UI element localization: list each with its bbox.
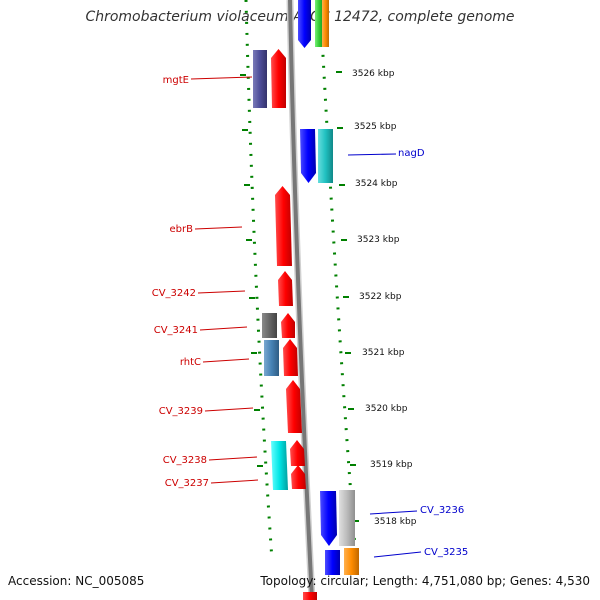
tick-label-3519: 3519 kbp (370, 460, 413, 470)
gene-label-CV_3241[interactable]: CV_3241 (154, 325, 198, 336)
right-dotted-track (318, 0, 358, 561)
gene-label-CV_3238[interactable]: CV_3238 (163, 455, 207, 466)
gene-block-orange[interactable] (344, 548, 359, 575)
gene-block-steelblue[interactable] (264, 340, 279, 376)
gene-label-CV_3239[interactable]: CV_3239 (159, 406, 203, 417)
gene-label-CV_3236[interactable]: CV_3236 (420, 505, 464, 516)
gene-block-slate-mgtE[interactable] (253, 50, 267, 108)
gene-arrow-forward-rhtC[interactable] (283, 339, 298, 376)
gene-block-green[interactable] (315, 0, 323, 47)
gene-arrow-forward-mgtE[interactable] (271, 49, 286, 108)
backbone-line (288, 0, 314, 600)
tick-label-3525: 3525 kbp (354, 122, 397, 132)
tick-label-3520: 3520 kbp (365, 404, 408, 414)
gene-arrow-forward-CV_3238[interactable] (290, 440, 305, 466)
gene-block-orange[interactable] (322, 0, 329, 47)
reverse-strand-features (298, 0, 359, 575)
tick-label-3521: 3521 kbp (362, 348, 405, 358)
gene-arrow-reverse[interactable] (300, 129, 316, 183)
gene-label-nagD[interactable]: nagD (398, 148, 425, 159)
gene-arrow-forward[interactable] (303, 592, 317, 600)
right-gene-labels: nagD CV_3236 CV_3235 (347, 148, 468, 558)
minor-ticks (240, 71, 359, 522)
gene-label-rhtC[interactable]: rhtC (180, 357, 201, 368)
gene-arrow-forward-CV_3242[interactable] (278, 271, 293, 306)
tick-label-3526: 3526 kbp (352, 69, 395, 79)
gene-label-CV_3242[interactable]: CV_3242 (152, 288, 196, 299)
tick-label-3523: 3523 kbp (357, 235, 400, 245)
tick-label-3522: 3522 kbp (359, 292, 402, 302)
gene-label-ebrB[interactable]: ebrB (170, 224, 194, 235)
gene-block-grey[interactable] (262, 313, 277, 338)
accession-text: Accession: NC_005085 (8, 574, 145, 588)
gene-block-teal-nagD[interactable] (318, 129, 333, 183)
genome-summary-text: Topology: circular; Length: 4,751,080 bp… (260, 574, 590, 588)
gene-label-CV_3237[interactable]: CV_3237 (165, 478, 209, 489)
left-gene-labels: mgtE ebrB CV_3242 CV_3241 rhtC CV_3239 C… (152, 75, 259, 489)
gene-arrow-reverse-CV_3236[interactable] (320, 491, 337, 546)
gene-block-silver[interactable] (339, 490, 355, 546)
tick-label-3518: 3518 kbp (374, 517, 417, 527)
gene-block-cyan[interactable] (271, 441, 288, 490)
forward-strand-features (253, 49, 317, 600)
gene-arrow-reverse[interactable] (298, 0, 311, 48)
gene-arrow-forward-CV_3237[interactable] (291, 465, 306, 489)
gene-arrow-reverse-CV_3235[interactable] (325, 550, 340, 575)
tick-label-3524: 3524 kbp (355, 179, 398, 189)
gene-arrow-forward-ebrB[interactable] (275, 186, 292, 266)
gene-label-CV_3235[interactable]: CV_3235 (424, 547, 468, 558)
gene-arrow-forward-CV_3241[interactable] (281, 313, 295, 338)
gene-arrow-forward-CV_3239[interactable] (286, 380, 302, 433)
gene-label-mgtE[interactable]: mgtE (163, 75, 189, 86)
